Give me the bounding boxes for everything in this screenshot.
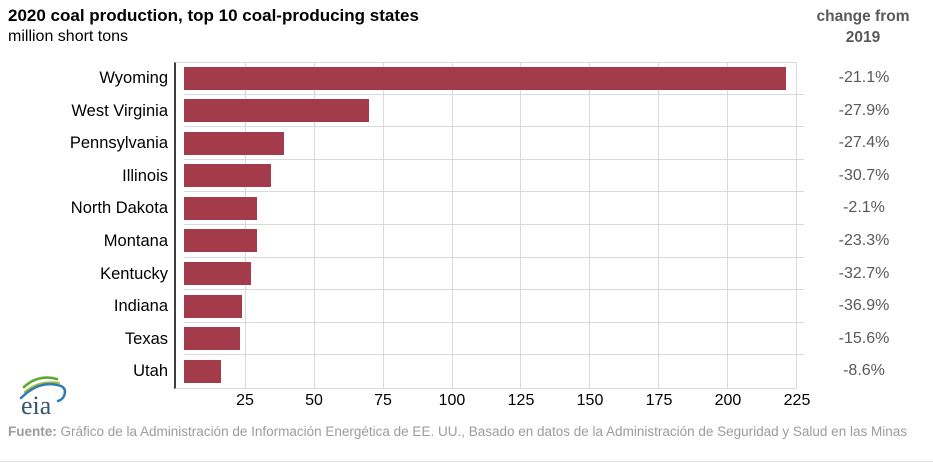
logo-blue-arc [19,382,67,403]
gridline-100 [451,63,453,388]
logo-green-arc [22,376,59,389]
chart-units-label: million short tons [8,28,129,45]
eia-logo: eia [19,376,67,418]
logo-text: eia [21,391,52,418]
table-row: Kentucky -32.7% [0,258,933,291]
bar-cell [184,225,804,258]
state-label: Texas [124,329,168,348]
change-value: -27.9% [838,101,890,119]
table-row: North Dakota -2.1% [0,192,933,225]
bar-north-dakota [184,196,257,220]
bar-illinois [184,164,272,188]
x-tick-label: 200 [714,392,742,409]
gridline-125 [520,63,522,388]
bar-montana [184,229,257,253]
bar-kentucky [184,262,251,286]
gridline-200 [727,63,729,388]
table-row: Wyoming -21.1% [0,62,933,95]
table-row: West Virginia -27.9% [0,95,933,128]
bar-west-virginia [184,99,370,123]
state-label: Indiana [113,297,168,316]
change-header-line1: change from [816,8,910,25]
chart-title: 2020 coal production, top 10 coal-produc… [8,6,419,25]
change-value: -23.3% [838,231,890,249]
state-label: Illinois [122,166,168,185]
source-text: Gráfico de la Administración de Informac… [56,424,907,439]
bar-utah [184,359,222,383]
x-axis-ticks: 25 50 75 100 125 150 175 200 225 [176,392,810,412]
bar-cell [184,192,804,225]
bar-cell [184,323,804,356]
x-tick-label: 125 [507,392,535,409]
gridline-150 [589,63,591,388]
state-label: Utah [133,362,168,381]
source-attribution: Fuente: Gráfico de la Administración de … [8,422,908,441]
gridline-50 [313,63,315,388]
state-label: Wyoming [99,69,168,87]
change-value: -36.9% [838,297,890,315]
table-row: Pennsylvania -27.4% [0,127,933,160]
bar-cell [184,355,804,388]
change-value: -27.4% [838,134,890,152]
table-row: Montana -23.3% [0,225,933,258]
gridline-75 [382,63,384,388]
gridline-175 [658,63,660,388]
x-tick-label: 25 [236,392,254,409]
x-tick-label: 225 [783,392,811,409]
x-tick-label: 100 [438,392,466,409]
change-value: -2.1% [843,199,885,217]
bar-pennsylvania [184,131,285,155]
bar-cell [184,258,804,291]
change-from-2019-header: change from 2019 [799,6,927,48]
change-header-line2: 2019 [845,29,881,46]
plot-area [174,62,797,389]
state-label: Kentucky [100,264,168,283]
source-label: Fuente: [8,424,57,439]
bar-indiana [184,294,242,318]
logo-yellowgreen-arc [23,381,61,394]
table-row: Indiana -36.9% [0,290,933,323]
state-label: North Dakota [70,199,168,218]
table-row: Texas -15.6% [0,323,933,356]
state-label: Montana [103,231,168,250]
bar-rows: Wyoming -21.1% West Virginia -27.9% Pennsylv… [0,62,933,388]
table-row: Illinois -30.7% [0,160,933,193]
change-value: -21.1% [838,69,890,86]
table-row: Utah -8.6% [0,355,933,388]
change-value: -30.7% [838,166,890,184]
bar-cell [184,290,804,323]
change-value: -15.6% [838,329,890,347]
footer-divider [0,461,933,462]
x-tick-label: 175 [645,392,673,409]
x-tick-label: 75 [374,392,392,409]
bar-cell [184,127,804,160]
change-value: -8.6% [843,362,885,380]
change-value: -32.7% [838,264,890,282]
x-tick-label: 50 [305,392,323,409]
bar-cell [184,160,804,193]
bar-cell [184,95,804,128]
state-label: Pennsylvania [69,134,168,153]
x-tick-label: 150 [576,392,604,409]
bar-cell [184,62,804,95]
bar-wyoming [184,66,787,90]
gridline-25 [244,63,246,388]
bar-texas [184,327,241,351]
state-label: West Virginia [71,101,168,120]
